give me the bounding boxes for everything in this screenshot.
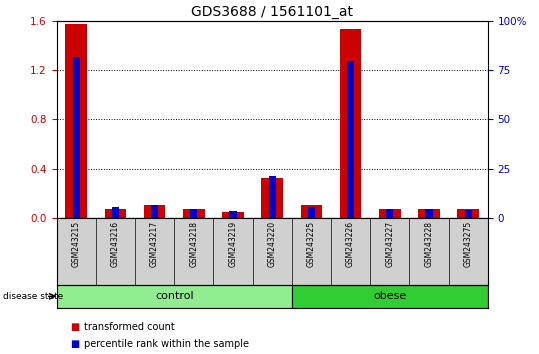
Bar xyxy=(112,207,119,218)
Text: GSM243228: GSM243228 xyxy=(425,221,433,267)
Bar xyxy=(261,178,283,218)
Bar xyxy=(105,209,126,218)
Text: transformed count: transformed count xyxy=(84,322,174,332)
Bar xyxy=(340,29,361,218)
Bar xyxy=(425,209,432,218)
Bar xyxy=(386,209,393,218)
Bar xyxy=(301,205,322,218)
Bar xyxy=(65,24,87,218)
Text: GSM243275: GSM243275 xyxy=(464,221,473,267)
Text: GSM243218: GSM243218 xyxy=(189,221,198,267)
Bar xyxy=(268,176,276,218)
Bar xyxy=(183,209,205,218)
Bar xyxy=(190,209,197,218)
Text: GSM243217: GSM243217 xyxy=(150,221,159,267)
Bar xyxy=(308,207,315,218)
Text: GSM243226: GSM243226 xyxy=(346,221,355,267)
Text: ■: ■ xyxy=(70,339,79,349)
FancyBboxPatch shape xyxy=(292,285,488,308)
Text: disease state: disease state xyxy=(3,292,63,301)
Bar xyxy=(458,209,479,218)
Text: control: control xyxy=(155,291,194,302)
Text: GSM243220: GSM243220 xyxy=(268,221,277,267)
Bar xyxy=(418,209,440,218)
Text: GSM243219: GSM243219 xyxy=(229,221,238,267)
Title: GDS3688 / 1561101_at: GDS3688 / 1561101_at xyxy=(191,5,353,19)
Bar xyxy=(222,212,244,218)
Text: GSM243225: GSM243225 xyxy=(307,221,316,267)
Text: percentile rank within the sample: percentile rank within the sample xyxy=(84,339,248,349)
Bar xyxy=(379,209,400,218)
Bar xyxy=(465,210,472,218)
Bar xyxy=(144,205,165,218)
Text: obese: obese xyxy=(373,291,406,302)
FancyBboxPatch shape xyxy=(57,285,292,308)
Text: GSM243216: GSM243216 xyxy=(111,221,120,267)
Bar xyxy=(151,205,158,218)
Text: ■: ■ xyxy=(70,322,79,332)
Text: GSM243227: GSM243227 xyxy=(385,221,395,267)
Bar xyxy=(73,57,80,218)
Text: GSM243215: GSM243215 xyxy=(72,221,81,267)
Bar xyxy=(347,61,354,218)
Bar xyxy=(230,211,237,218)
